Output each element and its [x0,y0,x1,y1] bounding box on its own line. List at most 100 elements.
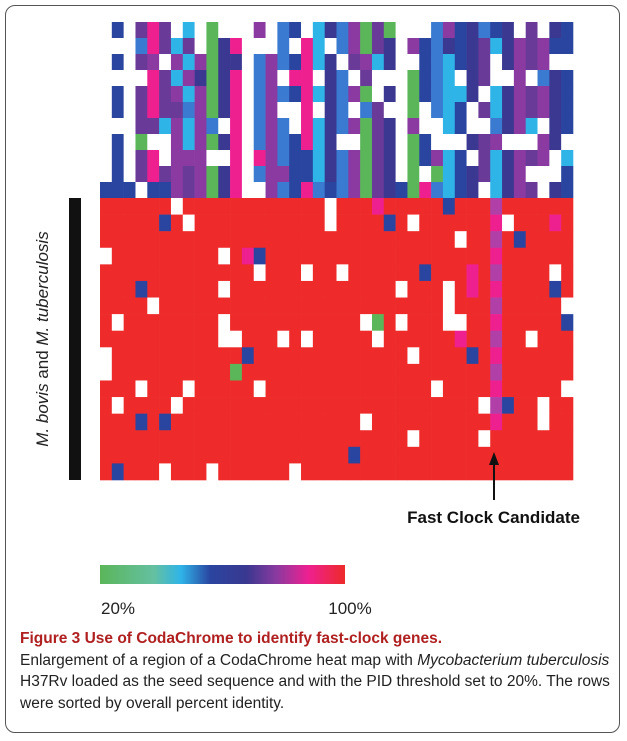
heat-cell [301,150,314,167]
heat-cell [111,397,124,414]
heat-cell [395,198,408,215]
heat-cell [218,247,231,265]
heat-cell [360,413,373,431]
heat-cell [123,363,136,381]
heat-cell [442,380,456,398]
heat-cell [383,198,396,215]
heat-cell [383,150,396,167]
heat-cell [147,314,160,332]
heat-cell [324,214,337,232]
heat-cell [301,347,314,365]
heat-cell [419,380,432,398]
heat-cell [371,446,385,464]
heat-cell [549,397,562,414]
heat-cell [490,166,503,183]
heat-cell [111,413,124,431]
heat-cell [206,38,219,55]
heat-cell [253,446,266,464]
heat-cell [537,150,550,167]
heat-cell [182,182,195,199]
heat-cell [561,214,574,232]
heat-cell [360,347,373,365]
heat-cell [170,330,184,348]
heat-cell [395,330,408,348]
heat-cell [537,22,550,39]
heat-cell [218,347,231,365]
heat-cell [525,297,538,315]
heat-cell [147,22,160,39]
heat-cell [348,231,361,249]
heat-cell [265,70,278,87]
heat-cell [301,463,314,481]
heat-cell [383,280,396,298]
heat-cell [230,198,243,215]
heat-cell [537,118,550,135]
heat-cell [312,198,325,215]
heat-cell [135,446,148,464]
heat-cell [348,264,361,282]
heat-cell [170,463,184,481]
heat-cell [407,397,420,414]
heat-cell [336,380,349,398]
heat-cell [442,347,456,365]
heat-cell [490,70,503,87]
heat-cell [170,231,184,249]
heat-cell [549,280,562,298]
heat-cell [312,150,325,167]
heat-cell [111,446,124,464]
heat-cell [360,314,373,332]
heat-cell [407,166,420,183]
heat-cell [478,38,491,55]
heat-cell [301,166,314,183]
heat-cell [277,380,290,398]
heat-cell [442,397,456,414]
heat-cell [502,54,515,71]
heat-cell [442,182,456,199]
heat-cell [419,430,432,448]
heat-cell [301,118,314,135]
heat-cell [159,54,172,71]
heat-cell [159,166,172,183]
heat-cell [206,182,219,199]
heat-cell [537,397,550,414]
heat-cell [478,231,491,249]
heat-cell [513,134,526,151]
heat-cell [383,430,396,448]
heat-cell [371,231,385,249]
heat-cell [159,118,172,135]
heat-cell [182,463,195,481]
heat-cell [301,38,314,55]
heat-cell [230,22,243,39]
heat-cell [289,134,302,151]
heat-cell [407,413,420,431]
heat-cell [301,22,314,39]
heat-cell [100,330,113,348]
heat-cell [301,280,314,298]
heat-cell [561,134,574,151]
heat-cell [454,347,467,365]
heat-cell [123,397,136,414]
heat-cell [537,102,550,119]
heat-cell [525,231,538,249]
heat-cell [431,330,444,348]
heat-cell [431,86,444,103]
heat-cell [100,150,113,167]
heat-cell [147,330,160,348]
heat-cell [277,166,290,183]
heat-cell [324,22,337,39]
heat-cell [407,198,420,215]
heat-cell [206,22,219,39]
heat-cell [502,330,515,348]
heat-cell [431,70,444,87]
heat-cell [336,150,349,167]
heat-cell [371,430,385,448]
heat-cell [502,70,515,87]
heat-cell [513,22,526,39]
heat-cell [170,380,184,398]
heat-cell [419,198,432,215]
heat-cell [348,102,361,119]
heat-cell [312,86,325,103]
heat-cell [525,280,538,298]
heat-cell [123,150,136,167]
heat-cell [371,413,385,431]
